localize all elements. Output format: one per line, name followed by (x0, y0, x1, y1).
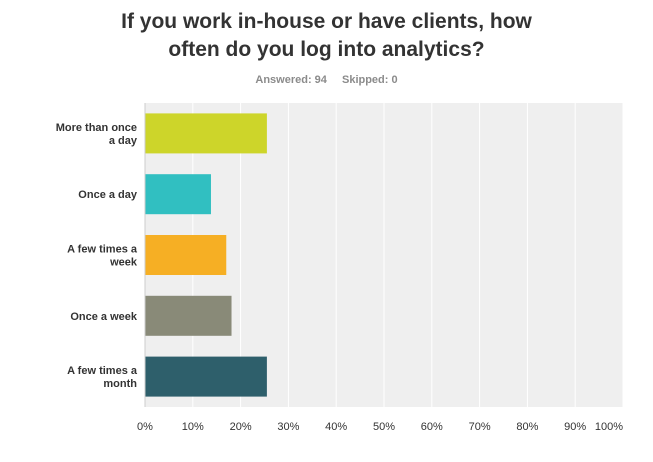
chart-title-line-2: often do you log into analytics? (168, 38, 485, 61)
skipped-count: Skipped: 0 (341, 74, 398, 86)
category-label: A few times a month (67, 365, 138, 390)
category-label: A few times a week (67, 244, 138, 269)
category-label: Once a day (78, 189, 138, 201)
bar (145, 356, 267, 397)
x-tick-label: 30% (277, 421, 299, 433)
answered-count: Answered: 94 (255, 74, 327, 86)
category-label: Once a week (70, 311, 138, 323)
x-tick-label: 20% (230, 421, 252, 433)
x-tick-label: 40% (325, 421, 347, 433)
x-tick-label: 100% (595, 421, 623, 433)
bar (145, 174, 211, 215)
x-tick-label: 50% (373, 421, 395, 433)
bar (145, 235, 227, 275)
response-summary: Answered: 94 Skipped: 0 (0, 74, 653, 86)
x-tick-label: 80% (516, 421, 538, 433)
category-label: More than once a day (56, 122, 138, 147)
x-tick-label: 0% (137, 421, 153, 433)
chart-title: If you work in-house or have clients, ho… (60, 8, 593, 64)
x-tick-label: 90% (564, 421, 586, 433)
chart-title-line-1: If you work in-house or have clients, ho… (121, 10, 532, 33)
bar (145, 113, 267, 154)
x-tick-label: 60% (421, 421, 443, 433)
bar (145, 295, 232, 336)
x-tick-label: 10% (182, 421, 204, 433)
x-tick-label: 70% (469, 421, 491, 433)
